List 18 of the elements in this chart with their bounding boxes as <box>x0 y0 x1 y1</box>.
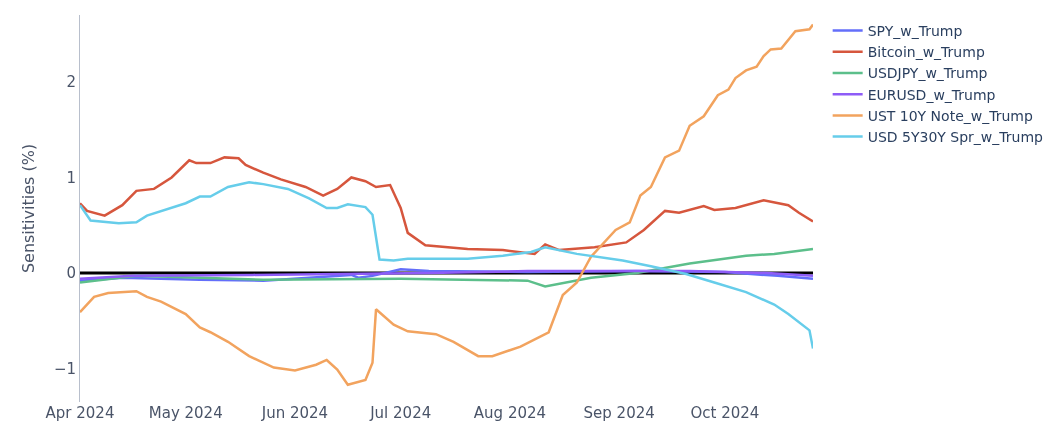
legend-label: EURUSD_w_Trump <box>867 86 996 103</box>
x-tick-label: Jul 2024 <box>369 404 432 422</box>
x-tick-label: Jun 2024 <box>260 404 329 422</box>
y-tick-label: 1 <box>66 168 76 187</box>
y-tick-label: 2 <box>66 73 76 92</box>
legend-label: USDJPY_w_Trump <box>867 65 988 82</box>
x-tick-label: Apr 2024 <box>45 404 115 422</box>
legend-label: USD 5Y30Y Spr_w_Trump <box>867 129 1044 146</box>
x-tick-label: Aug 2024 <box>473 404 547 422</box>
legend-label: SPY_w_Trump <box>867 23 963 40</box>
legend-label: UST 10Y Note_w_Trump <box>867 107 1033 124</box>
y-tick-label: 0 <box>66 264 76 283</box>
x-tick-label: Oct 2024 <box>690 404 760 422</box>
x-tick-label: Sep 2024 <box>583 404 655 422</box>
x-tick-label: May 2024 <box>148 404 223 422</box>
y-tick-label: −1 <box>53 359 76 378</box>
legend-label: Bitcoin_w_Trump <box>867 44 985 61</box>
y-axis-title: Sensitivities (%) <box>18 143 38 274</box>
